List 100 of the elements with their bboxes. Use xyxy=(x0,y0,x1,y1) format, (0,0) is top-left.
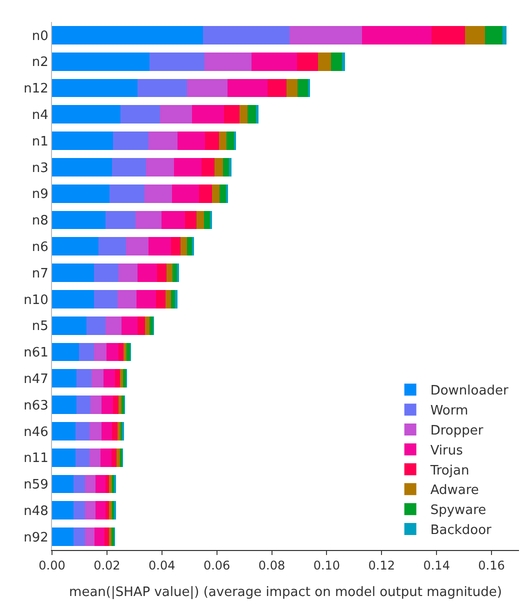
bar xyxy=(78,342,94,362)
bar xyxy=(106,342,118,362)
bar xyxy=(52,105,120,124)
bar xyxy=(90,396,102,414)
bar xyxy=(149,52,205,71)
bar xyxy=(117,290,137,308)
bar xyxy=(204,52,252,71)
y-tick-label: n46 xyxy=(24,424,48,440)
legend-label: Backdoor xyxy=(430,523,492,538)
bar xyxy=(286,78,298,98)
bar xyxy=(101,396,113,414)
y-tick-label: n92 xyxy=(24,530,48,546)
bar xyxy=(52,52,150,71)
bar xyxy=(76,448,90,467)
bar xyxy=(94,264,118,282)
bar xyxy=(137,78,187,98)
x-tick-label: 0.00 xyxy=(38,558,66,572)
bar xyxy=(145,316,150,335)
bar xyxy=(76,396,91,414)
y-tick-label: n0 xyxy=(32,28,48,44)
bar xyxy=(228,78,268,98)
y-tick-label: n3 xyxy=(32,160,48,176)
y-tick-label: n10 xyxy=(24,292,48,308)
y-tick-label: n12 xyxy=(24,82,48,97)
bar xyxy=(52,422,76,440)
bar xyxy=(52,316,86,335)
y-tick-label: n63 xyxy=(24,398,48,414)
bar xyxy=(126,237,148,256)
bar xyxy=(219,132,227,150)
bar xyxy=(201,158,215,176)
bar xyxy=(85,528,95,546)
bar xyxy=(112,132,148,150)
bar xyxy=(110,184,145,203)
legend-label: Downloader xyxy=(430,384,509,399)
bar xyxy=(330,52,342,71)
y-tick-label: n4 xyxy=(32,108,48,123)
y-tick-label: n8 xyxy=(32,214,48,229)
bar xyxy=(296,52,318,71)
bar xyxy=(118,264,138,282)
bar xyxy=(123,369,126,388)
bar xyxy=(52,290,94,308)
bar xyxy=(105,210,136,230)
bar xyxy=(465,26,485,44)
bar xyxy=(52,132,113,150)
y-tick-label: n9 xyxy=(32,187,48,202)
bar xyxy=(85,501,96,520)
y-tick-label: n47 xyxy=(24,372,48,387)
bar xyxy=(362,26,432,44)
bar xyxy=(212,184,220,203)
bar xyxy=(137,264,157,282)
bar xyxy=(180,237,187,256)
bar xyxy=(103,369,115,388)
bar xyxy=(106,316,122,335)
bar xyxy=(166,264,172,282)
bar xyxy=(52,474,74,494)
bar xyxy=(148,132,178,150)
bar xyxy=(146,158,174,176)
bar xyxy=(251,52,297,71)
bar xyxy=(502,26,506,44)
bar xyxy=(52,448,76,467)
bar xyxy=(122,316,138,335)
bar xyxy=(186,78,228,98)
bar xyxy=(156,290,166,308)
bar xyxy=(192,105,224,124)
bar xyxy=(52,369,77,388)
legend-label: Dropper xyxy=(430,424,484,439)
bar xyxy=(90,422,102,440)
legend-label: Virus xyxy=(430,443,464,458)
x-tick-label: 0.02 xyxy=(94,558,120,572)
bar xyxy=(136,290,156,308)
bar xyxy=(85,474,96,494)
bar xyxy=(432,26,466,44)
bar xyxy=(120,448,122,467)
bar xyxy=(165,290,171,308)
bar xyxy=(144,184,172,203)
bar xyxy=(196,210,204,230)
bar xyxy=(170,237,180,256)
bar xyxy=(105,501,110,520)
bar xyxy=(290,26,362,44)
bar xyxy=(52,184,110,203)
x-axis-title: mean(|SHAP value|) (average impact on model output magnitude) xyxy=(69,585,502,600)
bar xyxy=(101,422,112,440)
bar xyxy=(122,396,124,414)
x-tick-label: 0.16 xyxy=(478,558,505,572)
bar xyxy=(136,210,162,230)
bar xyxy=(148,237,171,256)
bar xyxy=(150,316,154,335)
y-tick-label: n5 xyxy=(32,319,48,334)
bar xyxy=(118,342,124,362)
x-tick-label: 0.12 xyxy=(368,558,396,572)
bar xyxy=(267,78,287,98)
bar xyxy=(52,237,99,256)
bar xyxy=(161,210,185,230)
bar xyxy=(104,528,110,546)
bar xyxy=(76,422,90,440)
bar xyxy=(298,78,309,98)
bar xyxy=(112,396,118,414)
legend-label: Trojan xyxy=(429,463,470,478)
bar xyxy=(52,528,74,546)
bar xyxy=(114,369,120,388)
